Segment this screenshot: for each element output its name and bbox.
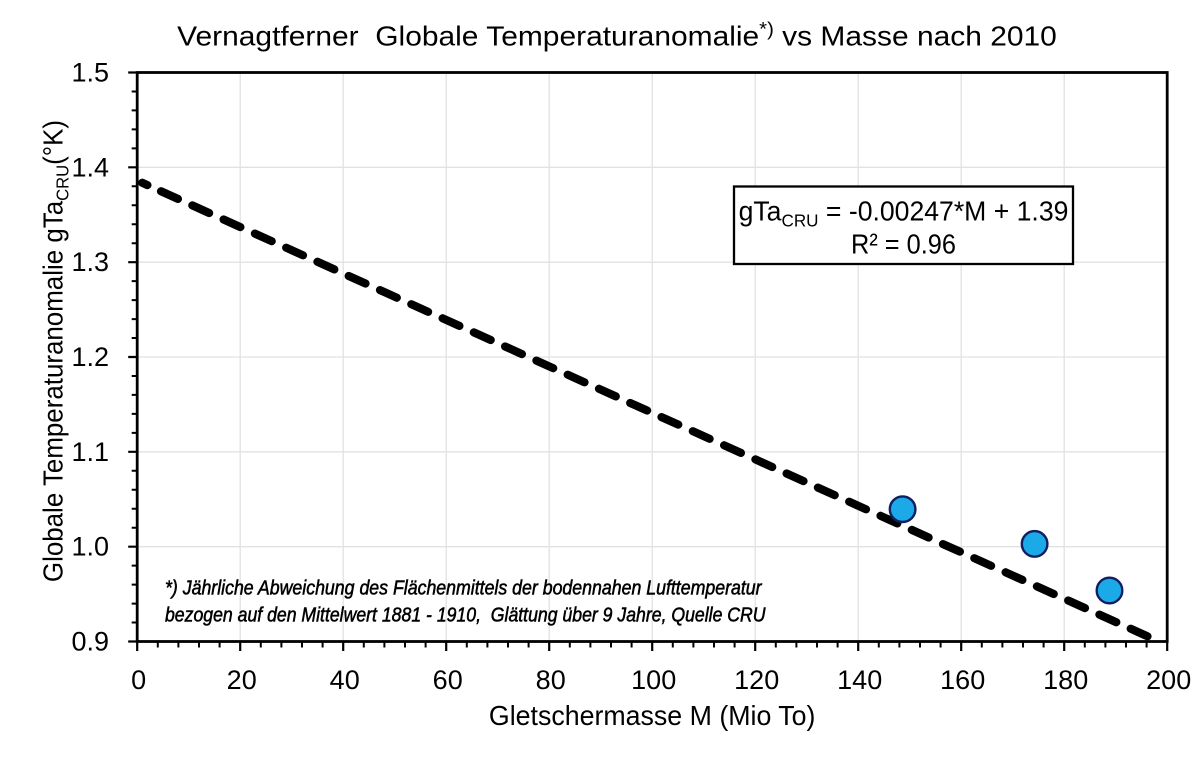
svg-text:bezogen auf den Mittelwert 188: bezogen auf den Mittelwert 1881 - 1910, … [165, 604, 766, 627]
svg-text:200: 200 [1146, 665, 1191, 695]
svg-text:*) Jährliche Abweichung des Fl: *) Jährliche Abweichung des Flächenmitte… [165, 577, 763, 599]
svg-text:0: 0 [131, 665, 146, 695]
svg-text:1.5: 1.5 [71, 58, 109, 88]
svg-text:1.0: 1.0 [71, 532, 109, 562]
svg-text:1.2: 1.2 [71, 342, 109, 372]
svg-text:60: 60 [433, 665, 463, 695]
svg-text:0.9: 0.9 [71, 627, 109, 657]
svg-text:40: 40 [330, 665, 360, 695]
svg-text:1.4: 1.4 [71, 152, 109, 182]
svg-text:160: 160 [940, 665, 985, 695]
svg-text:80: 80 [536, 665, 566, 695]
svg-text:Vernagtferner Globale Tempera: Vernagtferner Globale Temperaturanomalie… [177, 19, 1057, 52]
svg-text:Gletschermasse M (Mio To): Gletschermasse M (Mio To) [489, 699, 816, 731]
svg-text:1.3: 1.3 [71, 247, 109, 277]
svg-text:R² = 0.96: R² = 0.96 [851, 228, 956, 259]
svg-text:1.1: 1.1 [71, 437, 109, 467]
svg-text:120: 120 [734, 665, 779, 695]
svg-text:20: 20 [227, 665, 257, 695]
svg-text:180: 180 [1043, 665, 1088, 695]
svg-text:140: 140 [837, 665, 882, 695]
svg-text:100: 100 [631, 665, 676, 695]
